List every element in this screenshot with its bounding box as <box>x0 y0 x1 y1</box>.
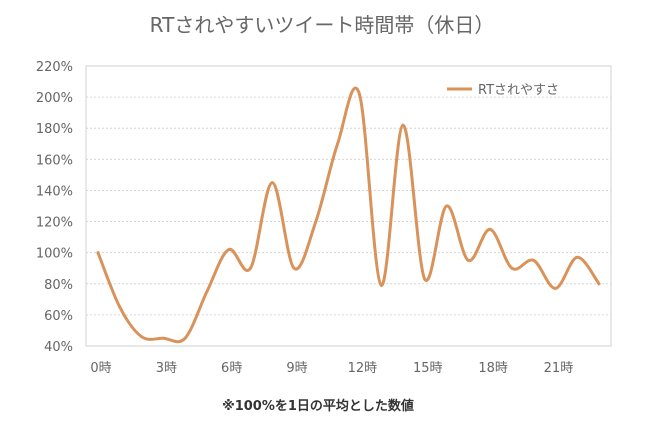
data-point <box>575 255 579 259</box>
y-tick-label: 160% <box>36 153 73 168</box>
data-point <box>532 259 536 262</box>
data-point <box>466 259 470 262</box>
data-point <box>96 251 100 255</box>
series-layer <box>96 86 601 344</box>
data-point <box>358 92 361 96</box>
data-point <box>205 290 209 293</box>
data-point <box>510 266 514 270</box>
x-tick-label: 12時 <box>348 361 378 376</box>
x-tick-label: 15時 <box>413 361 443 376</box>
y-tick-label: 100% <box>36 247 73 262</box>
data-point <box>118 305 122 309</box>
data-point <box>554 287 557 290</box>
y-tick-label: 120% <box>36 216 73 231</box>
y-tick-label: 140% <box>36 184 73 199</box>
y-tick-label: 220% <box>36 60 73 75</box>
data-point <box>292 266 296 270</box>
y-tick-label: 40% <box>44 340 73 355</box>
data-point <box>183 336 187 340</box>
data-point <box>270 181 274 185</box>
data-point <box>445 204 448 208</box>
data-point <box>488 227 492 231</box>
data-point <box>314 220 318 224</box>
x-tick-label: 21時 <box>544 361 574 376</box>
y-tick-label: 60% <box>44 309 73 324</box>
x-tick-label: 9時 <box>286 361 307 376</box>
data-point <box>249 266 252 270</box>
data-point <box>140 335 144 339</box>
data-point <box>423 277 427 281</box>
x-tick-label: 3時 <box>156 361 177 376</box>
y-tick-label: 180% <box>36 122 73 137</box>
y-tick-label: 80% <box>44 278 73 293</box>
x-axis-ticks: 0時 3時 6時 9時 12時 15時 18時 21時 <box>90 361 573 376</box>
x-tick-label: 6時 <box>221 361 242 376</box>
y-tick-label: 200% <box>36 91 73 106</box>
x-tick-label: 0時 <box>90 361 111 376</box>
legend: RTされやすさ <box>447 83 559 98</box>
series-line <box>96 86 601 344</box>
footnote: ※100%を1日の平均とした数値 <box>222 398 414 414</box>
data-point <box>401 123 405 127</box>
data-point <box>379 283 383 287</box>
data-point <box>227 248 231 252</box>
gridlines <box>86 96 611 316</box>
y-axis-ticks: 40% 60% 80% 100% 120% 140% 160% 180% 200% 220% <box>36 60 73 355</box>
plot-frame <box>85 65 612 347</box>
x-tick-label: 18時 <box>478 361 508 376</box>
legend-label: RTされやすさ <box>478 83 559 98</box>
data-point <box>161 336 165 340</box>
chart-title: RTされやすいツイート時間帯（休日） <box>150 13 495 37</box>
data-point <box>597 282 601 286</box>
data-point <box>336 142 339 146</box>
